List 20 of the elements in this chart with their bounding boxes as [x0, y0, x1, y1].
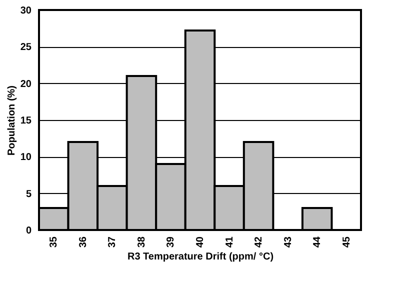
x-axis-title: R3 Temperature Drift (ppm/ °C)	[127, 252, 274, 263]
x-tick-label: 43	[282, 236, 294, 248]
x-tick-label: 41	[224, 236, 236, 248]
x-tick-label: 45	[341, 236, 352, 248]
x-tick-label: 42	[254, 236, 265, 248]
y-tick-label: 0	[26, 226, 32, 236]
x-tick-label: 40	[195, 236, 206, 248]
y-tick-label: 5	[26, 188, 32, 200]
y-tick-label: 30	[20, 6, 32, 16]
y-axis-title: Population (%)	[6, 86, 18, 156]
x-tick-label: 35	[48, 236, 60, 248]
x-tick-label: 44	[312, 236, 324, 248]
y-tick-label: 20	[20, 78, 32, 90]
y-tick-label: 10	[20, 152, 32, 164]
x-tick-label: 37	[107, 236, 118, 248]
y-tick-label: 25	[20, 42, 32, 54]
y-tick-label: 15	[20, 116, 32, 126]
x-tick-label: 38	[136, 236, 148, 248]
x-tick-label: 36	[78, 236, 89, 248]
x-tick-label: 39	[166, 236, 177, 248]
